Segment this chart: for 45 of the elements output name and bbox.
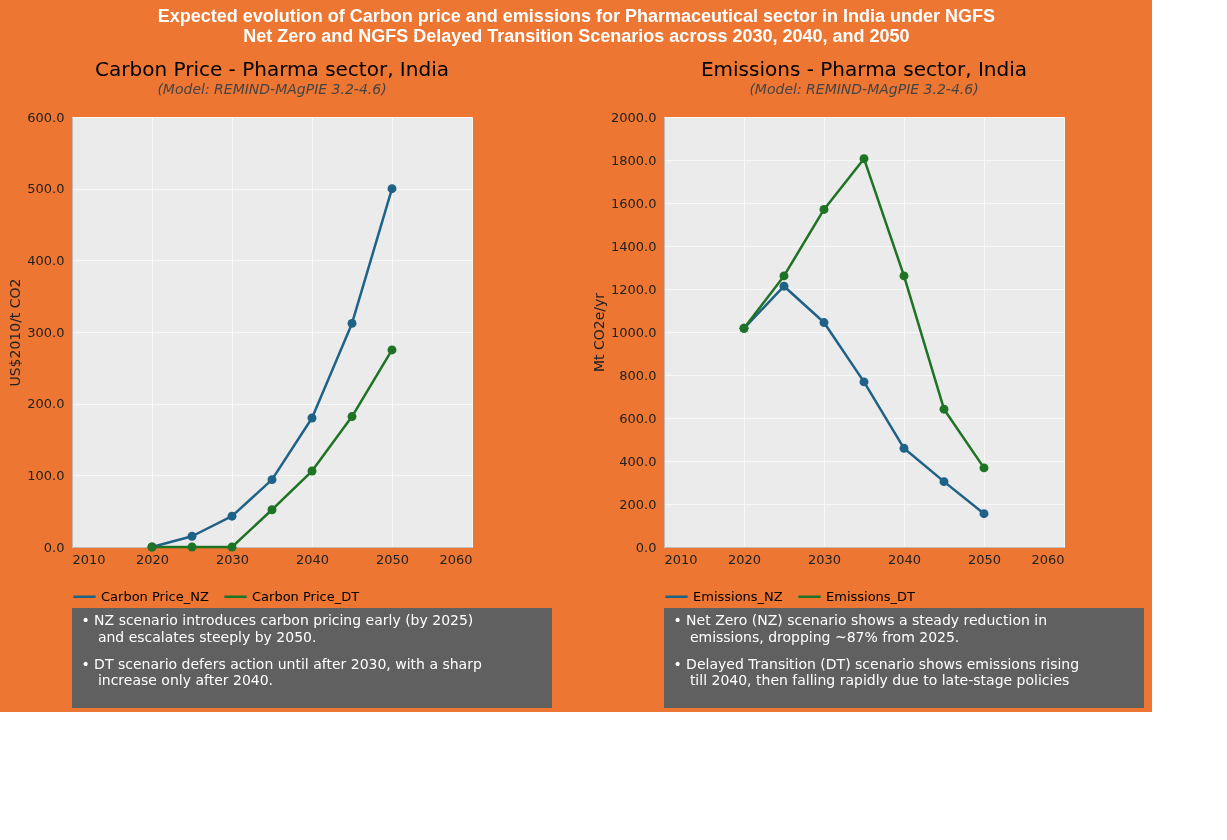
y-tick-label: 0.0 — [43, 539, 65, 555]
x-tick-label: 2060 — [439, 551, 473, 567]
text: • NZ scenario introduces carbon pricing early (by 2025) and escalates steeply by 2050. — [81, 612, 474, 645]
y-tick-label: 200.0 — [619, 496, 657, 512]
y-tick-label: 1800.0 — [611, 152, 657, 168]
y-tick-label: 500.0 — [27, 181, 65, 197]
y-tick-label: 2000.0 — [611, 109, 657, 125]
legend-label: Emissions_NZ — [693, 588, 783, 604]
y-tick-label: 200.0 — [27, 396, 65, 412]
chart-subtitle: (Model: REMIND-MAgPIE 3.2-4.6) — [749, 81, 979, 97]
y-tick-label: 400.0 — [619, 453, 657, 469]
y-tick-label: 600.0 — [619, 410, 657, 426]
y-tick-label: 800.0 — [619, 367, 657, 383]
y-tick-label: 0.0 — [635, 539, 657, 555]
y-tick-label: 600.0 — [27, 109, 65, 125]
text: • Delayed Transition (DT) scenario shows emissions rising till 2040, then falling rapidly due to late-stage policies — [673, 655, 1080, 689]
text: • DT scenario defers action until after 2030, with a sharp increase only after 2040. — [81, 655, 482, 689]
x-tick-label: 2010 — [72, 551, 106, 567]
text: Expected evolution of Carbon price and emissions for Pharmaceutical sector in India under NGFS Net Zero and NGFS Delayed Transition Scenarios across 2030, 2040, and 2050 — [157, 6, 995, 46]
chart-subtitle: (Model: REMIND-MAgPIE 3.2-4.6) — [157, 81, 387, 97]
chart-title: Emissions - Pharma sector, India — [700, 57, 1028, 81]
legend-label: Carbon Price_DT — [252, 588, 360, 604]
x-tick-label: 2030 — [807, 551, 842, 567]
x-tick-label: 2060 — [1031, 551, 1065, 567]
x-tick-label: 2040 — [295, 551, 330, 567]
chart-title: Carbon Price - Pharma sector, India — [95, 57, 449, 81]
y-tick-label: 1600.0 — [611, 195, 657, 211]
text: • Net Zero (NZ) scenario shows a steady reduction in emissions, dropping ~87% from 2025. — [673, 612, 1048, 645]
y-tick-label: 1400.0 — [611, 238, 657, 254]
x-tick-label: 2020 — [135, 551, 170, 567]
legend-label: Emissions_DT — [826, 588, 916, 604]
x-tick-label: 2050 — [375, 551, 410, 567]
y-axis-title: Mt CO2e/yr — [591, 292, 608, 373]
y-tick-label: 1000.0 — [611, 324, 657, 340]
y-tick-label: 300.0 — [27, 324, 65, 340]
y-tick-label: 1200.0 — [611, 281, 657, 297]
y-tick-label: 400.0 — [27, 252, 65, 268]
legend-label: Carbon Price_NZ — [101, 588, 209, 604]
x-tick-label: 2020 — [727, 551, 762, 567]
x-tick-label: 2040 — [887, 551, 922, 567]
x-tick-label: 2050 — [967, 551, 1002, 567]
y-tick-label: 100.0 — [27, 467, 65, 483]
x-tick-label: 2010 — [664, 551, 698, 567]
y-axis-title: US$2010/t CO2 — [7, 278, 24, 387]
x-tick-label: 2030 — [215, 551, 250, 567]
